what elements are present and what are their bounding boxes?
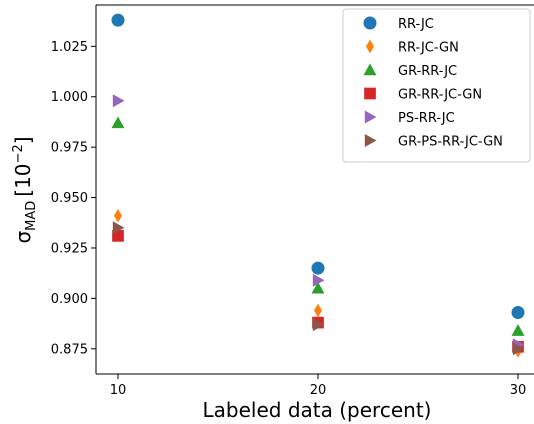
series-gr-rr-jc <box>111 116 525 336</box>
legend-box <box>342 8 531 163</box>
y-axis-label-subscript: MAD <box>24 201 39 231</box>
data-point <box>512 342 525 356</box>
data-point <box>112 221 125 235</box>
x-axis-label: Labeled data (percent) <box>203 398 432 422</box>
legend-label: PS-RR-JC <box>398 111 455 126</box>
y-tick-label: 1.025 <box>51 40 88 55</box>
data-point <box>113 208 123 223</box>
legend-marker <box>363 16 377 30</box>
legend-marker <box>364 110 377 124</box>
legend-entry: PS-RR-JC <box>364 110 455 126</box>
legend-label: RR-JC <box>398 17 434 32</box>
series-rr-jc <box>111 13 525 319</box>
data-point <box>312 273 325 287</box>
data-point <box>112 230 124 242</box>
data-points <box>111 13 525 358</box>
series-gr-ps-rr-jc-gn <box>112 221 525 356</box>
legend-marker <box>363 63 377 76</box>
data-point <box>312 318 325 332</box>
legend-marker <box>364 87 376 100</box>
legend-label: GR-RR-JC-GN <box>398 88 482 103</box>
data-point <box>511 324 525 336</box>
y-tick-label: 0.975 <box>51 141 88 156</box>
data-point <box>111 116 125 129</box>
data-point <box>111 13 125 27</box>
y-axis-label-exponent: −2 <box>11 144 26 163</box>
legend-label: GR-RR-JC <box>398 64 457 79</box>
y-tick-label: 0.875 <box>51 342 88 357</box>
y-tick-label: 1.000 <box>51 90 88 105</box>
legend-entry: RR-JC-GN <box>365 39 459 56</box>
x-tick-label: 10 <box>110 383 127 398</box>
data-point <box>311 261 325 275</box>
legend-label: RR-JC-GN <box>398 41 459 56</box>
y-axis-label-symbol: σ <box>11 231 35 244</box>
legend-marker <box>364 134 377 147</box>
y-axis-label: σMAD [10−2] <box>11 136 39 243</box>
data-point <box>311 281 325 294</box>
y-tick-label: 0.900 <box>51 292 88 307</box>
y-tick-label: 0.950 <box>51 191 88 206</box>
legend-entry: GR-RR-JC <box>363 63 457 79</box>
x-tick-label: 30 <box>510 383 527 398</box>
data-point <box>511 306 525 319</box>
legend-label: GR-PS-RR-JC-GN <box>398 135 503 150</box>
x-tick-label: 20 <box>310 383 327 398</box>
data-point <box>313 303 323 318</box>
y-axis-label-close: ] <box>11 136 35 144</box>
legend-entry: GR-PS-RR-JC-GN <box>364 134 503 150</box>
data-point <box>112 94 125 108</box>
legend-entry: GR-RR-JC-GN <box>364 88 482 103</box>
axes: 10 20 30 0.875 0.900 0.925 0.950 0.975 1.000 1.02… <box>51 4 534 398</box>
legend: RR-JC RR-JC-GN GR-RR-JC GR-RR-JC-GN PS-RR-JC… <box>342 8 531 163</box>
y-tick-label: 0.925 <box>51 241 88 256</box>
legend-entry: RR-JC <box>363 16 434 32</box>
y-axis-label-unit: [10 <box>11 163 35 196</box>
legend-marker <box>365 39 375 54</box>
